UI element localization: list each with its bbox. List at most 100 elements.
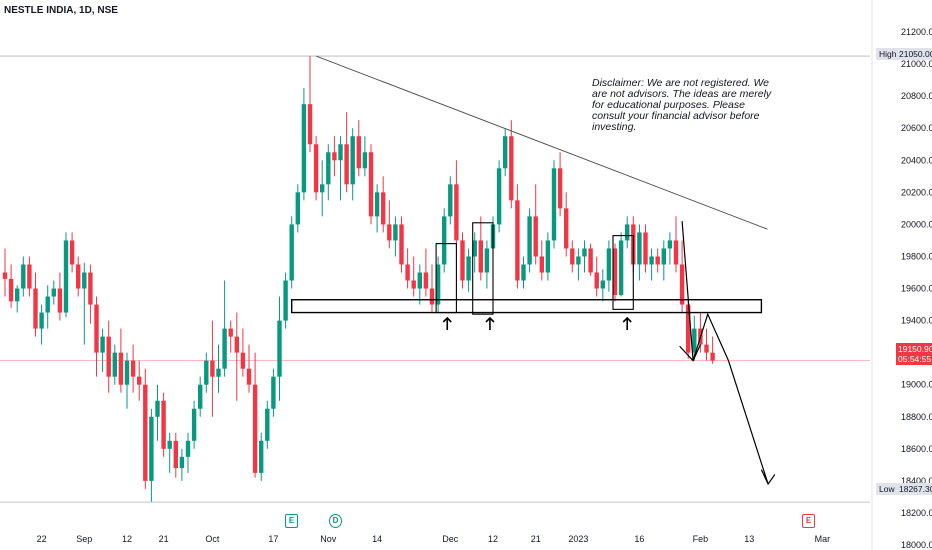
candle-body <box>130 360 136 377</box>
symbol-title: NESTLE INDIA, 1D, NSE <box>4 5 118 16</box>
candle-body <box>228 328 233 337</box>
candle <box>21 256 26 297</box>
candle-body <box>57 288 63 313</box>
candle <box>57 272 63 321</box>
candle <box>478 216 483 281</box>
time-tick-label: 17 <box>268 534 278 544</box>
candle <box>210 320 215 417</box>
up-arrow-icon <box>485 316 495 330</box>
candle-body <box>179 456 185 469</box>
candle-body <box>625 224 630 241</box>
candle-body <box>612 248 618 295</box>
candle <box>448 176 453 225</box>
disclaimer-note[interactable]: Disclaimer: We are not registered. We ar… <box>592 77 772 133</box>
candle <box>179 448 185 481</box>
earnings-icon[interactable]: E <box>285 514 298 528</box>
candle <box>588 243 593 276</box>
candle-body <box>679 264 685 305</box>
candle-body <box>594 272 599 289</box>
candle-body <box>637 232 642 265</box>
candle-body <box>643 232 648 265</box>
candle-body <box>710 352 715 361</box>
candle <box>551 160 557 249</box>
candle-body <box>313 144 319 193</box>
candle <box>594 256 599 297</box>
candle-body <box>545 240 551 273</box>
price-tick-label: 20000.00 <box>901 219 932 229</box>
candle-body <box>521 264 526 281</box>
candle-body <box>618 240 624 295</box>
trendline <box>315 55 768 230</box>
candle <box>204 352 209 393</box>
candle-body <box>564 208 569 249</box>
price-axis[interactable]: 21200.00 21000.00 20800.00 20600.00 20400.00… <box>871 0 932 550</box>
candle <box>39 304 44 345</box>
candle-body <box>289 224 294 281</box>
candle-body <box>2 272 8 279</box>
candle <box>600 269 605 302</box>
time-tick-label: 2023 <box>568 534 588 544</box>
candle-body <box>167 440 172 449</box>
candle <box>271 368 276 417</box>
candle <box>15 285 20 313</box>
candle-body <box>381 192 386 225</box>
candle-body <box>368 152 374 217</box>
candle <box>332 136 337 177</box>
candle <box>106 320 111 393</box>
candle-body <box>106 336 111 377</box>
candle <box>356 120 361 177</box>
candle-body <box>344 144 349 185</box>
candle-body <box>472 240 477 257</box>
candle-body <box>435 264 441 305</box>
drawings-layer[interactable] <box>291 55 776 486</box>
candle-body <box>124 360 130 385</box>
candle <box>295 184 300 233</box>
candle <box>246 344 252 393</box>
candle-body <box>143 384 148 481</box>
candle <box>344 112 349 193</box>
candle <box>417 264 422 305</box>
candle <box>710 336 715 364</box>
time-tick-label: 12 <box>488 534 498 544</box>
candle <box>442 208 447 273</box>
candle-body <box>51 288 56 297</box>
dividend-icon[interactable]: D <box>329 514 342 528</box>
candle <box>496 160 502 233</box>
candle-body <box>246 368 252 385</box>
candle-body <box>539 256 544 273</box>
candle-body <box>399 224 404 265</box>
candle-body <box>63 240 69 313</box>
candle-body <box>234 336 239 353</box>
bar-countdown: 05:54:55 <box>898 354 932 364</box>
candle-body <box>686 304 691 353</box>
candle-body <box>606 248 612 281</box>
candle <box>198 376 203 417</box>
candle <box>503 128 508 177</box>
candle-body <box>283 280 288 321</box>
candle <box>234 312 239 401</box>
candle-body <box>161 400 166 449</box>
candle <box>570 240 575 273</box>
candle-body <box>69 240 75 265</box>
time-tick-label: Feb <box>693 534 709 544</box>
candle <box>161 392 166 457</box>
time-axis[interactable]: 22 Sep 12 21 Oct 17 Nov 14 Dec 12 21 2023 16 Feb 13 Mar <box>37 534 831 544</box>
time-tick-label: Sep <box>76 534 92 544</box>
earnings-upcoming-icon[interactable]: E <box>802 514 815 528</box>
candle-body <box>533 216 538 257</box>
price-tick-label: 19000.00 <box>901 380 932 390</box>
candle-body <box>204 360 209 385</box>
candle <box>301 88 307 201</box>
candle <box>82 262 87 345</box>
candle-body <box>393 224 398 241</box>
candle <box>277 296 282 401</box>
candle <box>374 184 380 233</box>
candle-body <box>15 288 20 302</box>
candle <box>368 144 374 225</box>
candle <box>423 248 429 297</box>
high-value: 21050.00 <box>896 48 932 60</box>
candle-body <box>350 136 355 185</box>
candle <box>69 232 75 273</box>
time-tick-label: 22 <box>37 534 47 544</box>
